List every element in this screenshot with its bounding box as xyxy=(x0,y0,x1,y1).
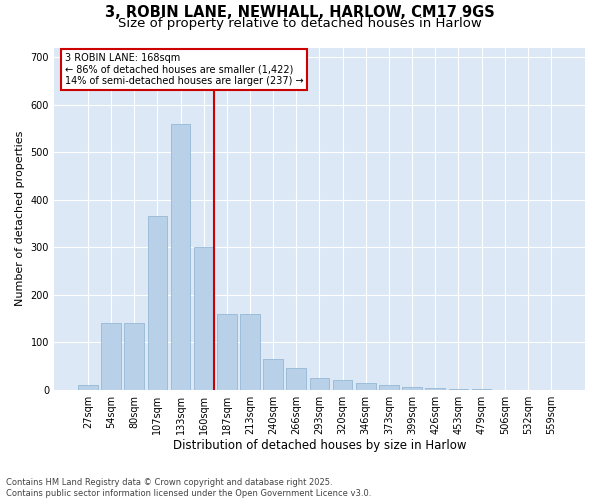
Bar xyxy=(449,389,468,390)
Y-axis label: Number of detached properties: Number of detached properties xyxy=(15,131,25,306)
Bar xyxy=(379,385,399,390)
Bar xyxy=(240,314,260,390)
Text: Contains HM Land Registry data © Crown copyright and database right 2025.
Contai: Contains HM Land Registry data © Crown c… xyxy=(6,478,371,498)
Text: Size of property relative to detached houses in Harlow: Size of property relative to detached ho… xyxy=(118,18,482,30)
Bar xyxy=(101,323,121,390)
Text: 3, ROBIN LANE, NEWHALL, HARLOW, CM17 9GS: 3, ROBIN LANE, NEWHALL, HARLOW, CM17 9GS xyxy=(105,5,495,20)
Bar xyxy=(217,314,236,390)
Bar xyxy=(263,359,283,390)
Text: 3 ROBIN LANE: 168sqm
← 86% of detached houses are smaller (1,422)
14% of semi-de: 3 ROBIN LANE: 168sqm ← 86% of detached h… xyxy=(65,52,303,86)
Bar xyxy=(148,216,167,390)
Bar xyxy=(333,380,352,390)
Bar xyxy=(402,388,422,390)
Bar xyxy=(425,388,445,390)
Bar xyxy=(78,385,98,390)
Bar xyxy=(286,368,306,390)
Bar xyxy=(356,382,376,390)
Bar xyxy=(124,323,144,390)
Bar xyxy=(170,124,190,390)
Bar xyxy=(194,247,214,390)
X-axis label: Distribution of detached houses by size in Harlow: Distribution of detached houses by size … xyxy=(173,440,466,452)
Bar xyxy=(310,378,329,390)
